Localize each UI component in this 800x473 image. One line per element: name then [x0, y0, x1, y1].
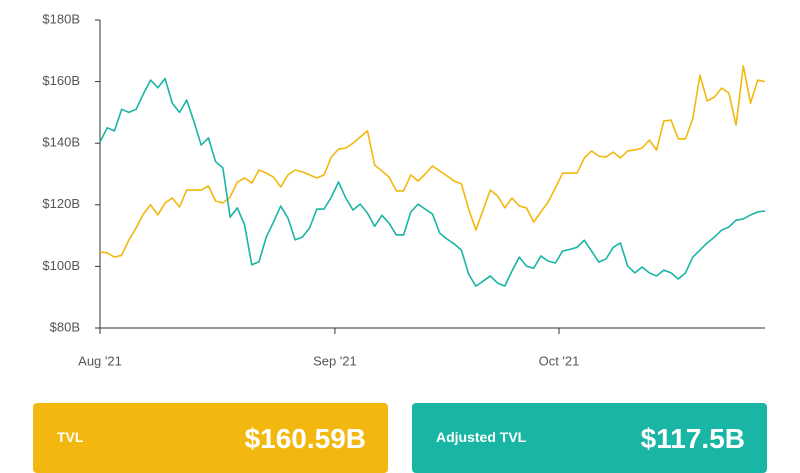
- x-tick-label: Sep '21: [313, 353, 357, 368]
- y-tick-label: $80B: [50, 319, 80, 334]
- card-value: $160.59B: [244, 423, 366, 454]
- tvl-card: TVL $160.59B: [33, 403, 388, 473]
- line-series: [99, 65, 766, 258]
- line-series: [99, 77, 766, 287]
- y-tick-label: $120B: [42, 196, 80, 211]
- x-tick-label: Oct '21: [539, 353, 580, 368]
- adjusted-tvl-card: Adjusted TVL $117.5B: [412, 403, 767, 473]
- x-tick-label: Aug '21: [78, 353, 122, 368]
- chart: $80B $100B $120B $140B $160B $180B Aug '21 Sep …: [42, 11, 766, 368]
- y-tick-label: $160B: [42, 73, 80, 88]
- card-label: Adjusted TVL: [436, 429, 527, 445]
- y-tick-label: $180B: [42, 11, 80, 26]
- y-tick-label: $140B: [42, 135, 80, 150]
- page: {"chart_data": {"type": "line", "x": [0,…: [33, 11, 767, 473]
- card-label: TVL: [57, 429, 84, 445]
- y-tick-label: $100B: [42, 258, 80, 273]
- card-value: $117.5B: [640, 423, 745, 454]
